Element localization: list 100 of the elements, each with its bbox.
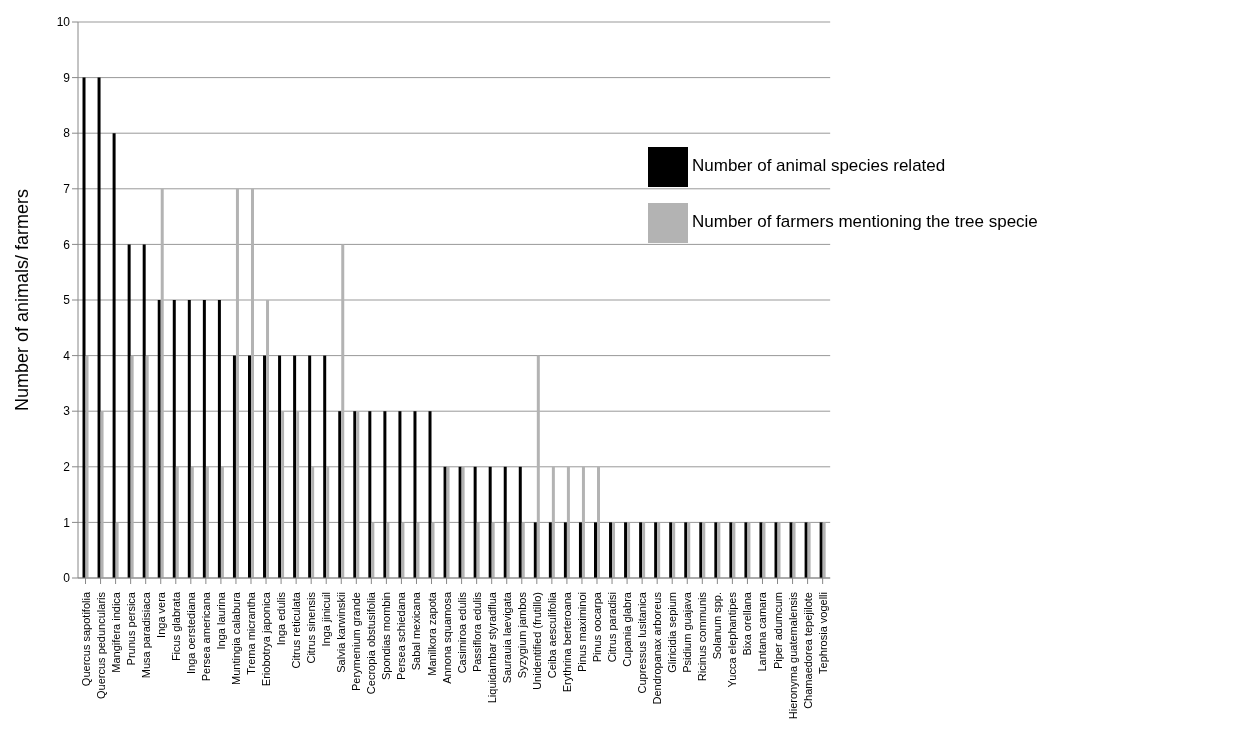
x-tick-label: Psidium guajava <box>681 591 694 673</box>
x-tick-label: Yucca elephantipes <box>726 591 739 688</box>
x-tick-label: Citrus paradisi <box>606 592 619 663</box>
bar <box>338 411 342 578</box>
x-tick-label: Cupania glabra <box>621 591 634 667</box>
x-tick-label: Gliricidia sepium <box>666 592 679 673</box>
bar <box>368 411 372 578</box>
bar <box>293 355 297 578</box>
y-tick-label: 10 <box>56 15 71 30</box>
x-tick-label: Citrus sinensis <box>305 591 318 664</box>
bar <box>202 300 206 578</box>
bar <box>491 522 495 578</box>
bar <box>533 522 537 578</box>
bar <box>311 466 315 578</box>
x-tick-label: Mangifera indica <box>109 591 122 673</box>
bar <box>190 466 194 578</box>
bar <box>266 300 270 578</box>
x-tick-label: Inga edulis <box>275 591 288 646</box>
x-tick-label: Pinus maximinoi <box>575 592 588 673</box>
bar <box>398 411 402 578</box>
x-tick-label: Casimiroa edulis <box>455 591 468 674</box>
x-tick-label: Spondias mombin <box>380 592 393 681</box>
bar <box>97 77 101 578</box>
bar <box>308 355 312 578</box>
x-tick-label: Cupressus lusitanica <box>636 591 649 694</box>
x-tick-label: Sabal mexicana <box>410 591 423 671</box>
x-tick-label: Ficus glabrata <box>169 591 182 662</box>
bar <box>205 466 209 578</box>
bar <box>473 466 477 578</box>
bar <box>250 188 254 578</box>
bar <box>416 522 420 578</box>
bar <box>82 77 86 578</box>
bar <box>235 188 239 578</box>
bar <box>578 522 582 578</box>
x-tick-label: Inga jinicuil <box>320 592 333 647</box>
bar <box>187 300 191 578</box>
x-tick-label: Pinus oocarpa <box>591 591 603 663</box>
bar <box>296 411 300 578</box>
x-tick-label: Unidentified (frutillo) <box>530 592 543 690</box>
x-tick-label: Citrus reticulata <box>290 591 303 669</box>
y-tick-label: 4 <box>63 348 71 363</box>
y-tick-label: 8 <box>63 126 71 141</box>
bar <box>563 522 567 578</box>
bar <box>247 355 251 578</box>
bar <box>160 188 164 578</box>
bar <box>341 244 345 578</box>
x-tick-label: Dendropanax arboreus <box>651 591 664 705</box>
y-tick-label: 1 <box>63 515 71 530</box>
x-tick-label: Ricinus communis <box>696 591 709 682</box>
x-tick-label: Bixa orellana <box>741 591 754 656</box>
x-tick-label: Erythrina berteroana <box>560 591 573 693</box>
x-tick-label: Musa paradisiaca <box>139 591 152 679</box>
x-tick-label: Lantana camara <box>756 591 769 672</box>
legend-label: Number of animal species related <box>692 156 946 175</box>
x-tick-label: Solanum spp. <box>711 592 724 660</box>
bar <box>145 355 149 578</box>
x-tick-label: Manilkora zapota <box>425 591 438 676</box>
x-tick-label: Trema micrantha <box>245 591 257 675</box>
y-tick-label: 5 <box>63 293 71 308</box>
x-tick-label: Syzygium jambos <box>515 591 528 679</box>
bar <box>401 522 405 578</box>
bar <box>220 466 224 578</box>
y-tick-label: 7 <box>63 182 71 197</box>
bar <box>100 411 104 578</box>
y-axis-title: Number of animals/ farmers <box>12 188 33 412</box>
x-tick-label: Piper adumcum <box>771 592 784 670</box>
y-tick-label: 6 <box>63 237 71 252</box>
bar <box>488 466 492 578</box>
y-tick-label: 2 <box>63 460 71 475</box>
x-tick-label: Inga oerstediana <box>184 591 197 674</box>
x-tick-label: Ceiba aesculifolia <box>545 591 558 679</box>
bar <box>112 133 116 578</box>
bar <box>551 466 555 578</box>
bar <box>518 466 522 578</box>
bar <box>386 522 390 578</box>
bar <box>127 244 131 578</box>
x-tick-label: Perymenium grande <box>350 592 363 692</box>
x-tick-label: Persea americana <box>199 591 212 682</box>
bar <box>413 411 417 578</box>
y-tick-label: 0 <box>63 571 71 586</box>
y-tick-label: 3 <box>63 404 71 419</box>
bar <box>521 522 525 578</box>
x-tick-label: Tephrosia vogelli <box>816 592 829 674</box>
bar <box>428 411 432 578</box>
bar <box>115 522 119 578</box>
x-tick-label: Chamaedorea tepejilote <box>801 592 814 709</box>
x-tick-label: Liquidambar styradflua <box>485 591 498 704</box>
bar <box>217 300 221 578</box>
x-tick-label: Prunus persica <box>124 591 137 666</box>
bar <box>506 522 510 578</box>
x-tick-label: Muntingia calabura <box>229 591 242 685</box>
bar <box>371 522 375 578</box>
bar <box>323 355 327 578</box>
bar <box>157 300 161 578</box>
bar <box>172 300 176 578</box>
bar <box>548 522 552 578</box>
bar <box>175 466 179 578</box>
y-tick-label: 9 <box>63 70 71 85</box>
x-tick-label: Quercus sapotifolia <box>79 591 92 687</box>
bar <box>263 355 267 578</box>
